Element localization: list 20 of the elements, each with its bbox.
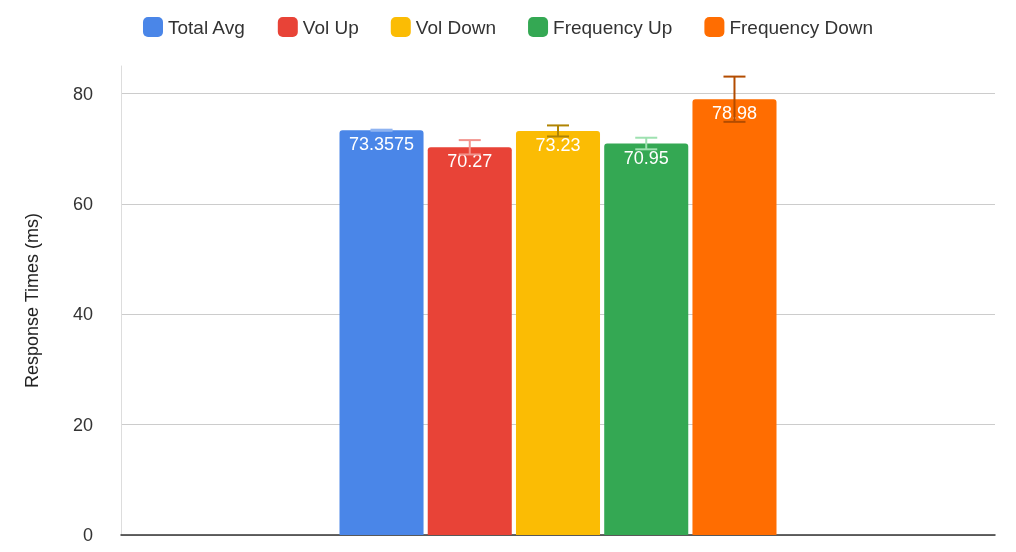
y-tick-label: 20 — [72, 414, 93, 435]
legend-label: Total Avg — [167, 16, 245, 38]
data-label: 70.95 — [623, 147, 669, 168]
bar — [339, 130, 424, 535]
bar — [692, 99, 777, 535]
bar — [515, 130, 601, 535]
legend-label: Frequency Up — [553, 16, 673, 38]
legend-label: Frequency Down — [729, 16, 874, 38]
data-label: 73.3575 — [348, 134, 415, 155]
bar — [604, 143, 689, 535]
legend-label: Vol Up — [302, 16, 359, 38]
y-tick-label: 80 — [72, 83, 93, 104]
y-axis-title: Response Times (ms) — [22, 212, 42, 389]
bar — [427, 147, 512, 535]
y-tick-label: 0 — [82, 525, 93, 545]
y-tick-label: 60 — [72, 193, 93, 214]
data-label: 78.98 — [711, 103, 757, 124]
data-label: 73.23 — [535, 134, 581, 155]
legend-label: Vol Down — [415, 16, 497, 38]
y-tick-label: 40 — [72, 304, 93, 325]
